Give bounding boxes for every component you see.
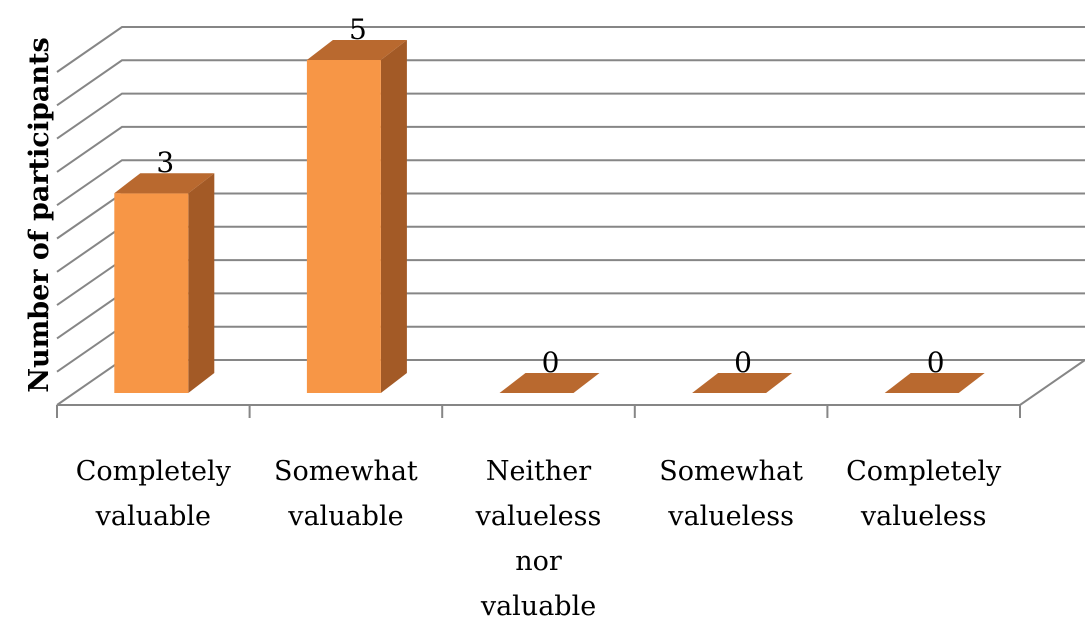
category-label: Completely valueless bbox=[846, 456, 1002, 532]
data-label: 0 bbox=[542, 346, 560, 379]
category-label: Somewhat valuable bbox=[274, 456, 418, 532]
gridline bbox=[56, 26, 1085, 73]
gridline bbox=[56, 92, 1085, 140]
data-label: 5 bbox=[349, 13, 367, 46]
data-label: 3 bbox=[156, 146, 174, 179]
category-label: Somewhat valueless bbox=[659, 456, 803, 532]
gridline bbox=[56, 159, 1085, 207]
bar bbox=[499, 373, 600, 393]
bar-front bbox=[114, 193, 189, 393]
bar bbox=[692, 373, 793, 393]
bar-top bbox=[306, 40, 407, 60]
category-labels: Completely valuable Somewhat valuable Neithe… bbox=[76, 456, 1002, 622]
data-labels: 3 5 0 0 0 bbox=[156, 13, 944, 379]
gridline bbox=[56, 125, 1085, 173]
bar-top bbox=[692, 373, 793, 393]
bar bbox=[306, 40, 407, 393]
bar-front bbox=[306, 60, 381, 393]
data-label: 0 bbox=[927, 346, 945, 379]
category-axis bbox=[56, 359, 1085, 418]
data-label: 0 bbox=[734, 346, 752, 379]
category-label: Neither valueless nor valuable bbox=[475, 456, 602, 622]
category-label: Completely valuable bbox=[76, 456, 232, 532]
gridline bbox=[56, 59, 1085, 107]
bar-side bbox=[188, 173, 215, 393]
bar bbox=[884, 373, 985, 393]
bar-top bbox=[499, 373, 600, 393]
bars bbox=[114, 40, 985, 393]
y-axis-title: Number of participants bbox=[24, 37, 55, 392]
bar-top bbox=[114, 173, 215, 194]
bar-top bbox=[884, 373, 985, 393]
bar bbox=[114, 173, 215, 393]
bar-side bbox=[380, 40, 407, 393]
